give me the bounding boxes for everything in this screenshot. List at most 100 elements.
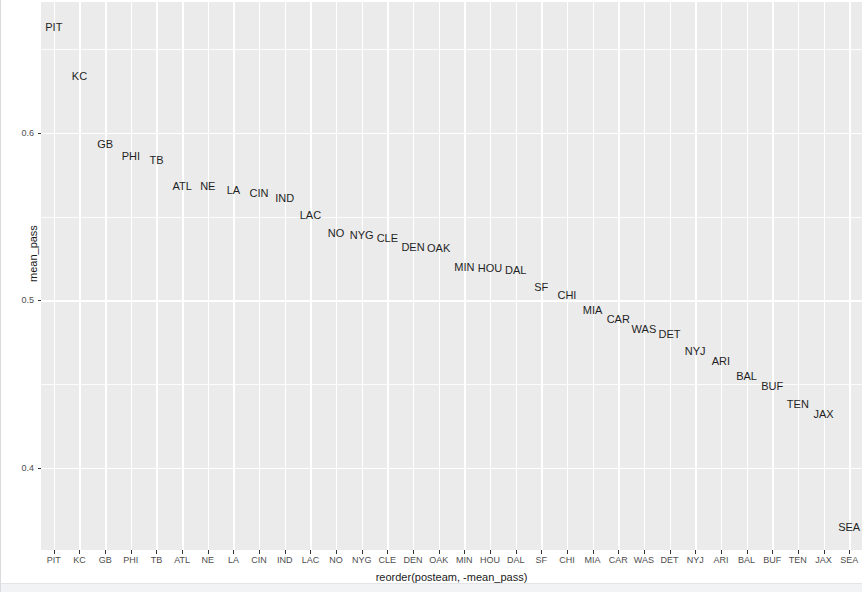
x-gridline (490, 2, 491, 550)
x-tick-label: TEN (789, 555, 807, 565)
team-point-label: HOU (478, 263, 502, 274)
x-tick-label: IND (277, 555, 293, 565)
team-point-label: LA (227, 184, 240, 195)
x-tick-mark (824, 550, 825, 554)
x-gridline (54, 2, 55, 550)
x-tick-label: CIN (251, 555, 267, 565)
x-tick-label: KC (73, 555, 86, 565)
x-gridline (824, 2, 825, 550)
x-gridline (439, 2, 440, 550)
y-tick-mark (38, 133, 42, 134)
team-point-label: TB (149, 154, 163, 165)
y-axis-title: mean_pass (27, 225, 39, 282)
x-gridline (798, 2, 799, 550)
x-gridline (259, 2, 260, 550)
x-tick-label: DEN (404, 555, 423, 565)
x-tick-label: MIA (585, 555, 601, 565)
x-gridline (156, 2, 157, 550)
x-gridline (233, 2, 234, 550)
x-tick-mark (798, 550, 799, 554)
x-tick-mark (310, 550, 311, 554)
x-tick-mark (772, 550, 773, 554)
x-gridline (849, 2, 850, 550)
team-point-label: PHI (122, 151, 140, 162)
y-major-gridline (41, 133, 862, 134)
x-tick-mark (233, 550, 234, 554)
x-gridline (310, 2, 311, 550)
x-gridline (618, 2, 619, 550)
team-point-label: WAS (632, 323, 657, 334)
x-gridline (516, 2, 517, 550)
team-point-label: LAC (300, 209, 321, 220)
x-tick-label: ATL (174, 555, 190, 565)
x-tick-mark (618, 550, 619, 554)
x-tick-mark (670, 550, 671, 554)
team-point-label: MIN (454, 261, 474, 272)
x-gridline (670, 2, 671, 550)
y-tick-label: 0.4 (21, 463, 34, 473)
x-tick-label: MIN (456, 555, 473, 565)
team-point-label: NYG (350, 229, 374, 240)
x-tick-mark (541, 550, 542, 554)
x-gridline (464, 2, 465, 550)
x-gridline (336, 2, 337, 550)
x-tick-mark (439, 550, 440, 554)
x-gridline (772, 2, 773, 550)
x-tick-mark (182, 550, 183, 554)
team-point-label: NYJ (685, 345, 706, 356)
team-point-label: DET (659, 328, 681, 339)
x-gridline (593, 2, 594, 550)
x-tick-mark (413, 550, 414, 554)
x-gridline (541, 2, 542, 550)
team-point-label: CHI (557, 290, 576, 301)
team-point-label: SEA (838, 521, 860, 532)
x-tick-mark (695, 550, 696, 554)
x-tick-mark (156, 550, 157, 554)
x-gridline (747, 2, 748, 550)
x-tick-mark (259, 550, 260, 554)
team-point-label: DAL (505, 265, 526, 276)
team-point-label: KC (72, 70, 87, 81)
x-tick-mark (747, 550, 748, 554)
x-tick-label: CLE (379, 555, 397, 565)
y-major-gridline (41, 300, 862, 301)
team-point-label: BUF (761, 380, 783, 391)
team-point-label: SF (534, 281, 548, 292)
y-major-gridline (41, 468, 862, 469)
window-bottom-edge (1, 583, 862, 592)
x-tick-label: WAS (634, 555, 654, 565)
x-tick-mark (490, 550, 491, 554)
y-minor-gridline (41, 384, 862, 385)
team-point-label: JAX (813, 409, 833, 420)
team-point-label: BAL (736, 370, 757, 381)
plot-panel: PITKCGBPHITBATLNELACININDLACNONYGCLEDENO… (41, 2, 862, 550)
x-tick-label: SEA (840, 555, 858, 565)
x-gridline (567, 2, 568, 550)
x-tick-label: NE (202, 555, 215, 565)
x-tick-label: NYJ (687, 555, 704, 565)
x-tick-label: DAL (507, 555, 525, 565)
team-point-label: ARI (712, 355, 730, 366)
x-gridline (105, 2, 106, 550)
x-tick-label: GB (99, 555, 112, 565)
team-point-label: MIA (583, 305, 603, 316)
y-minor-gridline (41, 49, 862, 50)
x-tick-label: PIT (47, 555, 61, 565)
x-tick-label: HOU (480, 555, 500, 565)
team-point-label: TEN (787, 399, 809, 410)
x-tick-mark (362, 550, 363, 554)
x-tick-label: BUF (763, 555, 781, 565)
x-gridline (362, 2, 363, 550)
y-tick-label: 0.5 (21, 295, 34, 305)
x-gridline (182, 2, 183, 550)
team-point-label: CIN (250, 188, 269, 199)
x-gridline (644, 2, 645, 550)
x-tick-mark (644, 550, 645, 554)
x-tick-label: LA (228, 555, 239, 565)
x-tick-mark (79, 550, 80, 554)
team-point-label: PIT (45, 22, 62, 33)
y-minor-gridline (41, 217, 862, 218)
x-tick-label: CAR (609, 555, 628, 565)
x-tick-mark (336, 550, 337, 554)
x-tick-mark (387, 550, 388, 554)
